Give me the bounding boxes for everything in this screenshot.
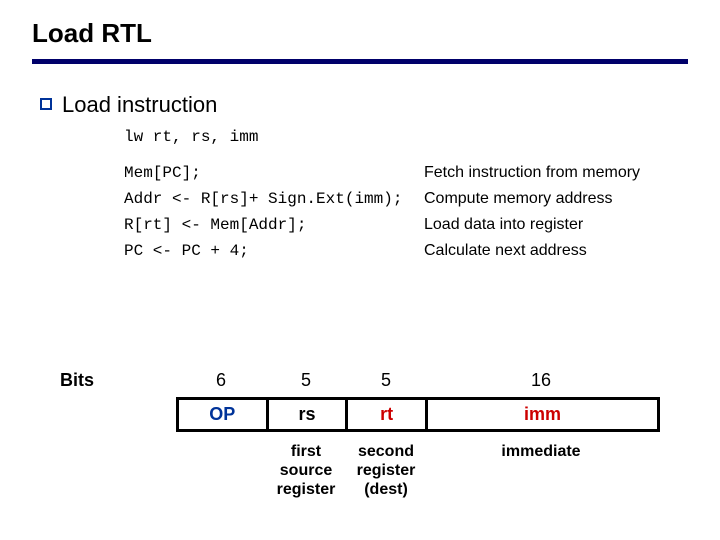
field-desc-row: firstsourceregister secondregister(dest)… bbox=[176, 442, 660, 500]
rtl-row: PC <- PC + 4; Calculate next address bbox=[124, 242, 688, 260]
format-row: OP rs rt imm bbox=[176, 397, 660, 432]
field-desc: immediate bbox=[426, 442, 656, 500]
field-desc: firstsourceregister bbox=[266, 442, 346, 500]
bullet-icon bbox=[40, 98, 52, 110]
rtl-block: Mem[PC]; Fetch instruction from memory A… bbox=[124, 164, 688, 260]
rtl-desc: Compute memory address bbox=[424, 190, 613, 208]
rtl-code: PC <- PC + 4; bbox=[124, 242, 424, 260]
instruction-format-diagram: Bits 6 5 5 16 OP rs rt imm firstsourcere… bbox=[60, 370, 660, 500]
title-rule bbox=[32, 59, 688, 64]
field-desc: secondregister(dest) bbox=[346, 442, 426, 500]
field-desc bbox=[176, 442, 266, 500]
rtl-code: Addr <- R[rs]+ Sign.Ext(imm); bbox=[124, 190, 424, 208]
rtl-code: R[rt] <- Mem[Addr]; bbox=[124, 216, 424, 234]
rtl-desc: Fetch instruction from memory bbox=[424, 164, 640, 182]
instruction-code: lw rt, rs, imm bbox=[124, 128, 688, 146]
rtl-row: R[rt] <- Mem[Addr]; Load data into regis… bbox=[124, 216, 688, 234]
rtl-desc: Calculate next address bbox=[424, 242, 587, 260]
field-op: OP bbox=[179, 400, 269, 429]
slide-title: Load RTL bbox=[32, 18, 688, 49]
bits-cell: 5 bbox=[266, 370, 346, 391]
field-imm: imm bbox=[428, 400, 657, 429]
section-heading: Load instruction bbox=[62, 92, 217, 118]
rtl-desc: Load data into register bbox=[424, 216, 583, 234]
field-rs: rs bbox=[269, 400, 349, 429]
bits-cell: 6 bbox=[176, 370, 266, 391]
bits-cell: 5 bbox=[346, 370, 426, 391]
bits-cell: 16 bbox=[426, 370, 656, 391]
section-heading-row: Load instruction bbox=[40, 92, 688, 118]
bits-label: Bits bbox=[60, 370, 176, 391]
bits-row: Bits 6 5 5 16 bbox=[60, 370, 660, 391]
field-rt: rt bbox=[348, 400, 428, 429]
rtl-row: Addr <- R[rs]+ Sign.Ext(imm); Compute me… bbox=[124, 190, 688, 208]
rtl-code: Mem[PC]; bbox=[124, 164, 424, 182]
rtl-row: Mem[PC]; Fetch instruction from memory bbox=[124, 164, 688, 182]
